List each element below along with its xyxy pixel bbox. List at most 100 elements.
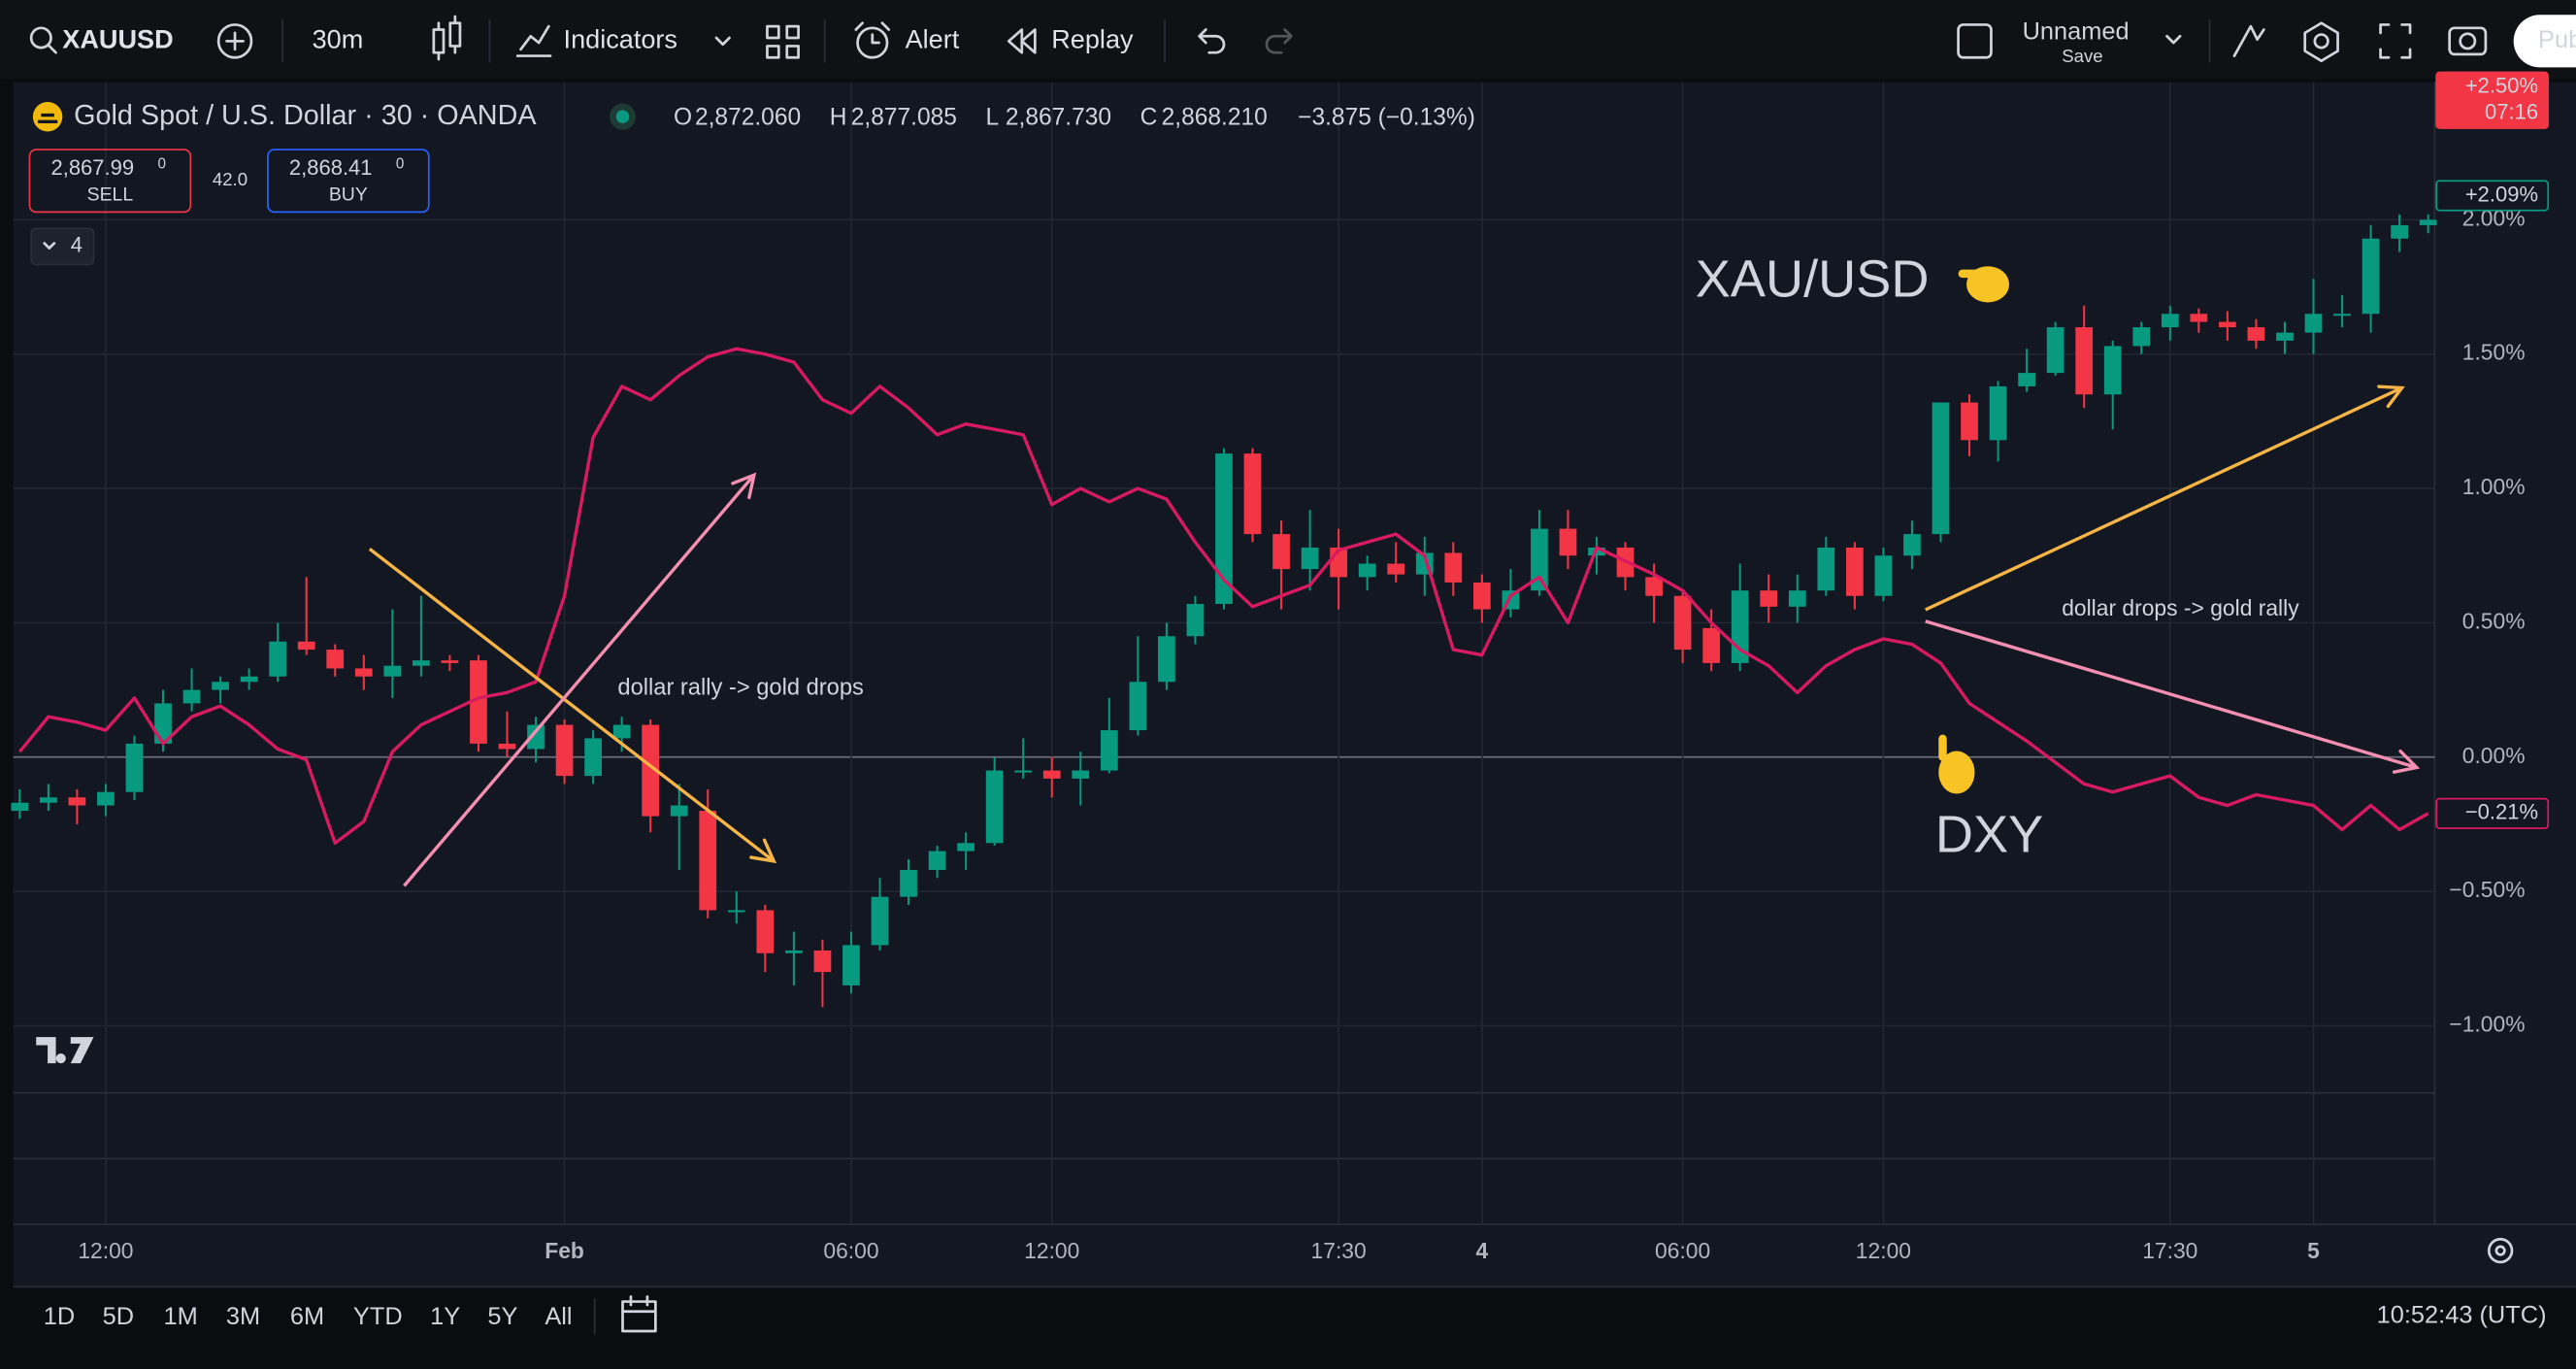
candle-body — [2304, 314, 2323, 333]
x-tick-label: 17:30 — [2142, 1238, 2197, 1263]
buy-button[interactable] — [267, 149, 430, 214]
clock[interactable]: 10:52:43 (UTC) — [2377, 1302, 2547, 1329]
candle-body — [1129, 682, 1147, 731]
range-button[interactable]: YTD — [353, 1303, 403, 1330]
candle-body — [756, 910, 775, 953]
candle-body — [383, 665, 402, 677]
candle-body — [785, 950, 803, 953]
interval[interactable]: 30m — [313, 24, 364, 54]
layout-dropdown[interactable] — [2165, 34, 2182, 45]
series-layer — [11, 214, 2437, 1008]
undo-button[interactable] — [1198, 28, 1226, 54]
candle-body — [1444, 552, 1463, 583]
tradingview-logo[interactable] — [36, 1037, 94, 1064]
x-tick-label: 17:30 — [1311, 1238, 1367, 1263]
alert-icon[interactable] — [856, 26, 889, 59]
symbol-logo-bars — [37, 113, 58, 123]
candle-body — [612, 724, 631, 739]
y-tick-label: 0.50% — [2462, 608, 2526, 633]
candle-body — [297, 641, 315, 651]
candle-body — [11, 802, 29, 812]
range-button[interactable]: 1D — [44, 1303, 75, 1330]
fullscreen-button[interactable] — [2379, 23, 2412, 59]
candle-body — [928, 851, 946, 870]
price-badge-label: +2.09% — [2465, 182, 2538, 206]
candle-body — [1531, 528, 1548, 591]
replay-button[interactable]: Replay — [1051, 24, 1134, 54]
candle-body — [1215, 453, 1233, 605]
y-tick-label: −0.50% — [2449, 877, 2525, 902]
range-button[interactable]: 5D — [103, 1303, 134, 1330]
settings-button-center — [2313, 33, 2329, 50]
ohlc-value: 2,877.085 — [851, 104, 957, 130]
symbol-title: Gold Spot / U.S. Dollar · 30 · OANDA — [74, 100, 537, 131]
alert-button[interactable]: Alert — [906, 24, 960, 54]
layout-checkbox[interactable] — [1957, 23, 1993, 59]
templates-button[interactable] — [766, 24, 800, 59]
price-badge — [2435, 797, 2550, 829]
candle-body — [2018, 373, 2035, 386]
sell-button[interactable] — [28, 149, 192, 214]
candle-body — [1961, 402, 1978, 441]
sell-label[interactable]: SELL — [87, 184, 134, 206]
search-icon[interactable] — [29, 26, 52, 50]
candle-body — [97, 791, 115, 806]
price-badge-time: 07:16 — [2485, 100, 2538, 124]
candle-body — [1645, 577, 1663, 596]
buy-price[interactable]: 2,868.41 — [289, 155, 373, 180]
snapshot-button[interactable] — [2448, 26, 2488, 56]
chart-type-button[interactable] — [432, 15, 462, 61]
candle-body — [441, 660, 459, 663]
axis-settings-center — [2494, 1245, 2506, 1256]
publish-button[interactable] — [2513, 15, 2576, 68]
replay-icon[interactable] — [1007, 28, 1037, 54]
save-link[interactable]: Save — [2062, 46, 2102, 66]
ohlc-value: 2,868.210 — [1162, 104, 1268, 130]
redo-button[interactable] — [1265, 28, 1293, 54]
range-button[interactable]: 5Y — [487, 1303, 517, 1330]
hand-finger — [1958, 269, 1985, 279]
range-button[interactable]: All — [545, 1303, 572, 1330]
axis-settings-button[interactable] — [2487, 1237, 2514, 1264]
symbol[interactable]: XAUUSD — [62, 24, 173, 54]
x-tick-label: Feb — [545, 1238, 584, 1263]
settings-button[interactable] — [2303, 21, 2339, 63]
ohlc-label: H — [830, 104, 847, 130]
goto-date-button[interactable] — [621, 1295, 657, 1333]
indicators-button[interactable]: Indicators — [564, 24, 677, 54]
layout-name[interactable]: Unnamed — [2023, 18, 2130, 46]
candle-body — [1559, 528, 1577, 556]
quick-search-button[interactable] — [2232, 24, 2265, 57]
sell-price[interactable]: 2,867.99 — [50, 155, 134, 180]
arrow-line — [1925, 385, 2403, 612]
range-button[interactable]: 1M — [164, 1303, 198, 1330]
publish-label[interactable]: Pub — [2538, 26, 2576, 53]
indicators-toggle[interactable] — [30, 227, 95, 266]
range-button[interactable]: 3M — [226, 1303, 260, 1330]
candle-body — [1042, 770, 1061, 779]
candle-body — [1788, 590, 1806, 607]
indicators-count[interactable]: 4 — [71, 233, 83, 257]
indicators-dropdown[interactable] — [714, 36, 731, 47]
buy-price-digit[interactable]: 0 — [396, 155, 404, 172]
buy-label[interactable]: BUY — [329, 184, 368, 206]
indicators-icon[interactable] — [515, 24, 552, 57]
add-symbol-button[interactable] — [216, 23, 253, 59]
candle-body — [1072, 770, 1090, 779]
candle-body — [2161, 314, 2179, 328]
candle-body — [2190, 314, 2208, 322]
candle-body — [2391, 224, 2408, 239]
annotation: dollar rally -> gold drops — [617, 675, 863, 700]
sell-price-digit[interactable]: 0 — [157, 155, 165, 172]
candle-body — [1243, 453, 1262, 535]
candle-body — [269, 641, 287, 677]
alert-icon-hands — [854, 21, 891, 45]
ohlc-label: L — [986, 104, 1000, 130]
range-button[interactable]: 1Y — [430, 1303, 460, 1330]
price-badge-label: −0.21% — [2465, 800, 2538, 824]
hand-finger — [1938, 734, 1947, 761]
range-button[interactable]: 6M — [290, 1303, 324, 1330]
candle-body — [727, 910, 745, 913]
candle-body — [1932, 402, 1950, 535]
